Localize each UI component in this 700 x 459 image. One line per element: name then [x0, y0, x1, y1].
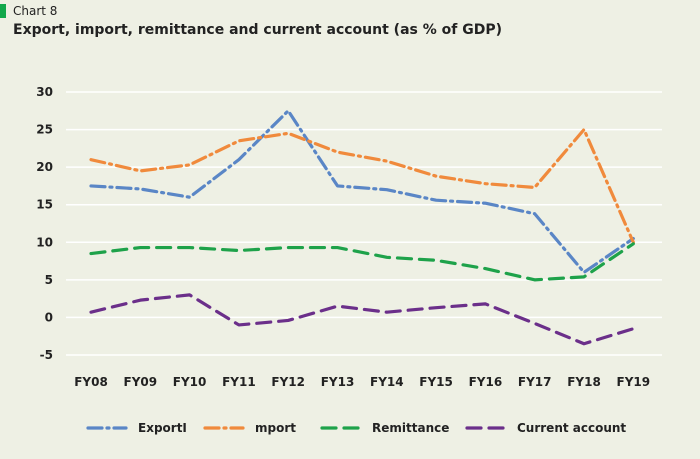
- x-tick-label: FY16: [469, 375, 503, 389]
- x-tick-label: FY09: [124, 375, 158, 389]
- y-tick-label: -5: [40, 348, 53, 362]
- series-line-4: [89, 293, 635, 346]
- series-lines: [89, 109, 635, 346]
- chart-number: Chart 8: [13, 4, 58, 18]
- legend-label: ExportI: [138, 421, 187, 435]
- y-tick-label: 20: [36, 160, 53, 174]
- x-tick-label: FY12: [271, 375, 305, 389]
- y-tick-label: 25: [36, 123, 53, 137]
- y-tick-label: 5: [45, 273, 53, 287]
- y-tick-label: 15: [36, 198, 53, 212]
- y-tick-label: 10: [36, 235, 53, 249]
- y-axis-ticks: 30 25 20 15 10 5 0 -5: [36, 85, 53, 362]
- x-tick-label: FY13: [321, 375, 355, 389]
- series-line-1: [89, 109, 635, 274]
- y-tick-label: 30: [36, 85, 53, 99]
- chart-title: Export, import, remittance and current a…: [13, 22, 502, 38]
- x-tick-label: FY17: [518, 375, 552, 389]
- legend-label: Current account: [517, 421, 626, 435]
- gridlines: [66, 91, 662, 356]
- legend: ExportI mport Remittance Current account: [86, 421, 626, 435]
- x-tick-label: FY14: [370, 375, 404, 389]
- x-tick-label: FY15: [419, 375, 453, 389]
- x-axis-ticks: FY08 FY09 FY10 FY11 FY12 FY13 FY14 FY15 FY16 FY17…: [74, 375, 650, 389]
- x-tick-label: FY19: [617, 375, 651, 389]
- legend-label: Remittance: [372, 421, 449, 435]
- x-tick-label: FY08: [74, 375, 108, 389]
- y-tick-label: 0: [45, 310, 53, 324]
- series-line-2: [89, 127, 635, 244]
- x-tick-label: FY11: [222, 375, 256, 389]
- series-line-3: [89, 242, 635, 282]
- x-tick-label: FY18: [567, 375, 601, 389]
- legend-label: mport: [255, 421, 296, 435]
- x-tick-label: FY10: [173, 375, 207, 389]
- accent-bar: [0, 4, 6, 18]
